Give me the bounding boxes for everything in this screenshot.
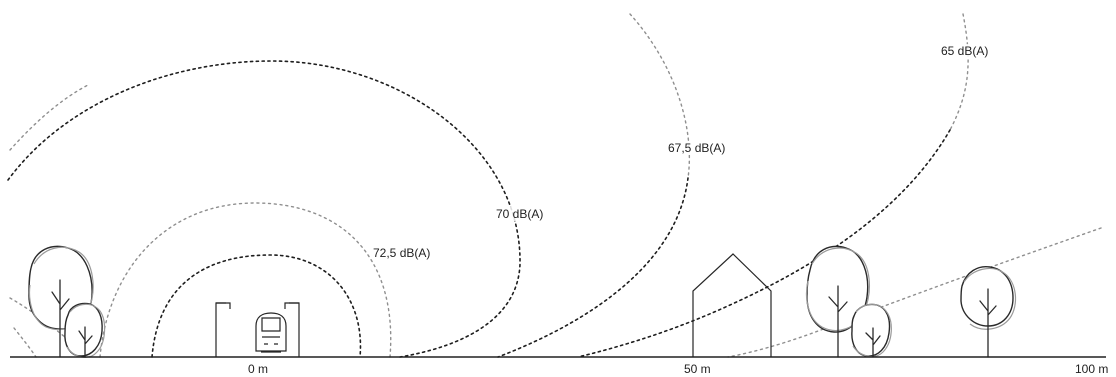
left-tree-group [28, 245, 106, 358]
left-tree-crown-small [64, 302, 103, 357]
right-tree-crown-small [851, 303, 891, 357]
noise-label-70: 70 dB(A) [495, 207, 545, 221]
distance-label-100: 100 m [1075, 362, 1109, 376]
track-platform [215, 302, 300, 357]
contour-65 [13, 13, 1102, 358]
contour-70-inner [99, 202, 392, 358]
contour-72-5 [151, 254, 362, 358]
contour-67-5 [9, 13, 691, 358]
right-tree-group [805, 245, 1017, 358]
right-tree-crown-far [960, 265, 1014, 327]
distance-label-0: 0 m [248, 362, 269, 376]
train-icon [255, 312, 287, 353]
noise-label-67-5: 67,5 dB(A) [667, 141, 727, 155]
noise-label-72-5: 72,5 dB(A) [372, 246, 432, 260]
distance-label-50: 50 m [684, 362, 711, 376]
house-icon [692, 253, 772, 357]
noise-label-65: 65 dB(A) [940, 44, 990, 58]
